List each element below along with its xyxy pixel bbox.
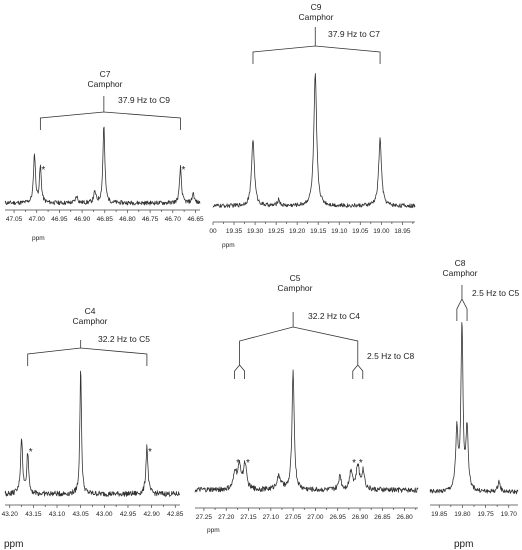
sub-splitting-bracket: [234, 355, 245, 379]
x-tick-label: 26.80: [396, 514, 413, 521]
x-tick-label: 43.15: [25, 511, 42, 518]
x-tick-label: 46.75: [142, 216, 159, 223]
x-tick-label: 27.05: [285, 514, 302, 521]
coupling-annotation: 32.2 Hz to C4: [308, 311, 360, 321]
panel-subtitle: Camphor: [73, 316, 108, 326]
panel-c7: C7 Camphor 37.9 Hz to C9 ppm 47.05 47.00 4…: [4, 69, 204, 242]
x-tick-label: 19.80: [454, 511, 471, 518]
x-tick-label: 42.95: [120, 511, 137, 518]
panel-c8: C8 Camphor 2.5 Hz to C5 19.85 19.80 19.75 1…: [429, 258, 520, 518]
spectrum-trace: [4, 370, 181, 497]
axis-unit-label: ppm: [207, 527, 220, 534]
x-tick-label: 46.90: [74, 216, 91, 223]
panel-c9: C9 Camphor 37.9 Hz to C7 ppm 00 19.35 19.3…: [209, 2, 416, 249]
coupling-annotation: 32.2 Hz to C5: [98, 334, 150, 344]
x-tick-label: 46.70: [165, 216, 182, 223]
x-tick-label: 27.00: [307, 514, 324, 521]
x-tick-label: 42.85: [167, 511, 184, 518]
panel-title: C5: [290, 273, 301, 283]
panel-title: C9: [311, 2, 322, 12]
satellite-star-marker: *: [246, 458, 250, 469]
x-tick-label: 46.65: [187, 216, 204, 223]
spectrum-trace: [212, 73, 416, 209]
x-tick-label: 19.05: [352, 228, 369, 235]
axis-unit-label: ppm: [222, 242, 235, 249]
x-tick-label: 42.90: [143, 511, 160, 518]
x-tick-label: 43.20: [2, 511, 19, 518]
coupling-bracket: [239, 312, 359, 355]
panel-title: C7: [100, 69, 111, 79]
coupling-annotation: 2.5 Hz to C5: [472, 288, 520, 298]
panel-title: C8: [455, 258, 466, 268]
x-tick-label: 19.85: [431, 511, 448, 518]
panel-subtitle: Camphor: [299, 12, 334, 22]
axis-unit-label: ppm: [32, 235, 45, 242]
x-tick-label: 27.15: [240, 514, 257, 521]
satellite-star-marker: *: [236, 458, 240, 469]
x-tick-label: 19.25: [268, 228, 285, 235]
x-tick-label: 47.05: [6, 216, 23, 223]
x-tick-label: 27.25: [196, 514, 213, 521]
satellite-star-marker: *: [29, 447, 33, 458]
coupling-annotation: 37.9 Hz to C7: [328, 29, 380, 39]
x-tick-label: 43.10: [49, 511, 66, 518]
x-tick-label: 19.00: [373, 228, 390, 235]
x-tick-label: 43.05: [73, 511, 90, 518]
x-tick-label: 19.70: [501, 511, 518, 518]
x-tick-label: 27.10: [263, 514, 280, 521]
x-tick-label: 46.85: [97, 216, 114, 223]
spectrum-trace: [194, 369, 419, 493]
satellite-star-marker: *: [359, 458, 363, 469]
spectrum-trace: [429, 322, 519, 495]
panel-c5: C5 Camphor 32.2 Hz to C4 2.5 Hz to C8 pp…: [194, 273, 419, 534]
satellite-star-marker: *: [182, 165, 186, 176]
coupling-bracket: [456, 285, 468, 321]
panel-c4: C4 Camphor 32.2 Hz to C5 43.20 43.15 43.10…: [2, 306, 184, 518]
panel-title: C4: [85, 306, 96, 316]
x-tick-label: 19.35: [226, 228, 243, 235]
x-tick-label: 26.95: [330, 514, 347, 521]
x-tick-label: 18.95: [394, 228, 411, 235]
x-tick-label: 47.00: [29, 216, 46, 223]
x-tick-label: 19.20: [289, 228, 306, 235]
x-tick-label: 19.10: [331, 228, 348, 235]
figure-ppm-label-right: ppm: [454, 539, 473, 550]
x-tick-label: 46.95: [51, 216, 68, 223]
coupling-annotation-secondary: 2.5 Hz to C8: [367, 351, 415, 361]
coupling-bracket: [39, 96, 181, 130]
satellite-star-marker: *: [148, 447, 152, 458]
sub-splitting-bracket: [352, 355, 364, 379]
coupling-annotation: 37.9 Hz to C9: [118, 95, 170, 105]
panel-subtitle: Camphor: [88, 79, 123, 89]
x-tick-label: 26.85: [374, 514, 391, 521]
x-tick-label: 00: [209, 228, 217, 235]
x-tick-label: 19.75: [477, 511, 494, 518]
x-tick-label: 19.30: [247, 228, 264, 235]
x-tick-label: 26.90: [352, 514, 369, 521]
x-tick-label: 27.20: [218, 514, 235, 521]
panel-subtitle: Camphor: [278, 283, 313, 293]
coupling-bracket: [27, 340, 148, 366]
x-tick-label: 43.00: [96, 511, 113, 518]
x-tick-label: 46.80: [119, 216, 136, 223]
x-tick-label: 19.15: [310, 228, 327, 235]
satellite-star-marker: *: [41, 165, 45, 176]
spectrum-trace: [4, 126, 201, 206]
satellite-star-marker: *: [352, 458, 356, 469]
figure-ppm-label-left: ppm: [4, 539, 23, 550]
panel-subtitle: Camphor: [443, 268, 478, 278]
coupling-bracket: [252, 27, 381, 64]
